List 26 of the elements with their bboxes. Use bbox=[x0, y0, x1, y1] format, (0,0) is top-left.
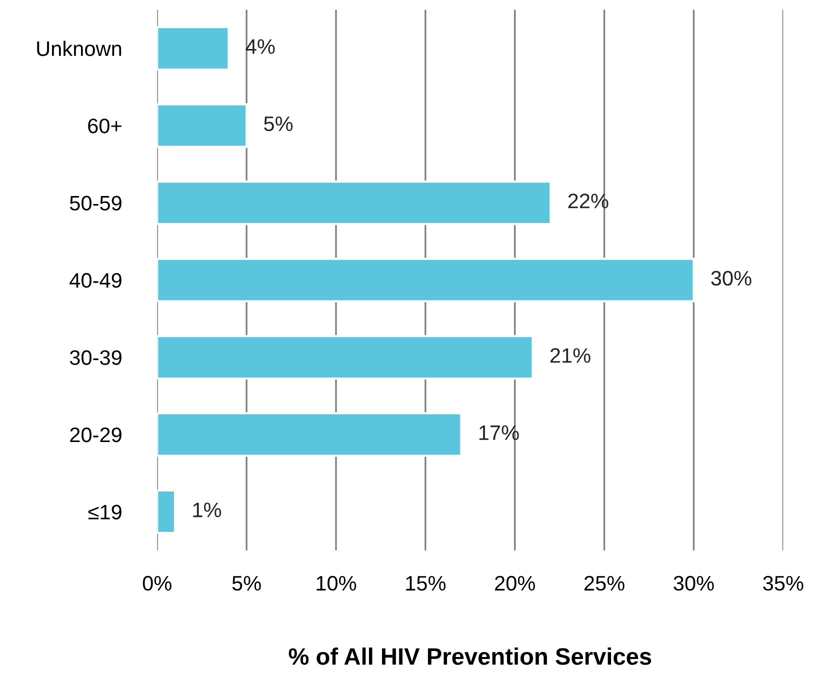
bar bbox=[157, 258, 695, 302]
data-label: 21% bbox=[550, 348, 590, 363]
data-label: 30% bbox=[711, 270, 752, 286]
y-tick-label: 40-49 bbox=[70, 273, 122, 288]
y-tick-label: 60+ bbox=[88, 118, 122, 134]
data-label: 1% bbox=[193, 502, 222, 518]
x-tick-label: 15% bbox=[406, 576, 446, 591]
x-axis-title: % of All HIV Prevention Services bbox=[288, 648, 652, 665]
x-tick-label: 25% bbox=[584, 576, 624, 591]
bar bbox=[157, 412, 462, 457]
y-tick-label: 20-29 bbox=[70, 427, 122, 442]
x-tick-label: 10% bbox=[316, 576, 356, 591]
bar bbox=[157, 103, 248, 148]
bar bbox=[157, 334, 534, 380]
x-tick-label: 0% bbox=[142, 576, 172, 591]
y-tick-label: 50-59 bbox=[70, 196, 122, 211]
y-tick-label: ≤19 bbox=[88, 504, 122, 520]
y-tick-label: 30-39 bbox=[70, 350, 122, 366]
x-tick-label: 5% bbox=[232, 576, 261, 591]
x-tick-label: 30% bbox=[674, 576, 714, 591]
bar bbox=[157, 26, 230, 71]
data-label: 5% bbox=[264, 116, 293, 132]
x-tick-label: 35% bbox=[763, 576, 804, 591]
bar bbox=[157, 180, 552, 226]
y-tick-label: Unknown bbox=[37, 40, 122, 56]
x-tick-label: 20% bbox=[495, 576, 535, 591]
